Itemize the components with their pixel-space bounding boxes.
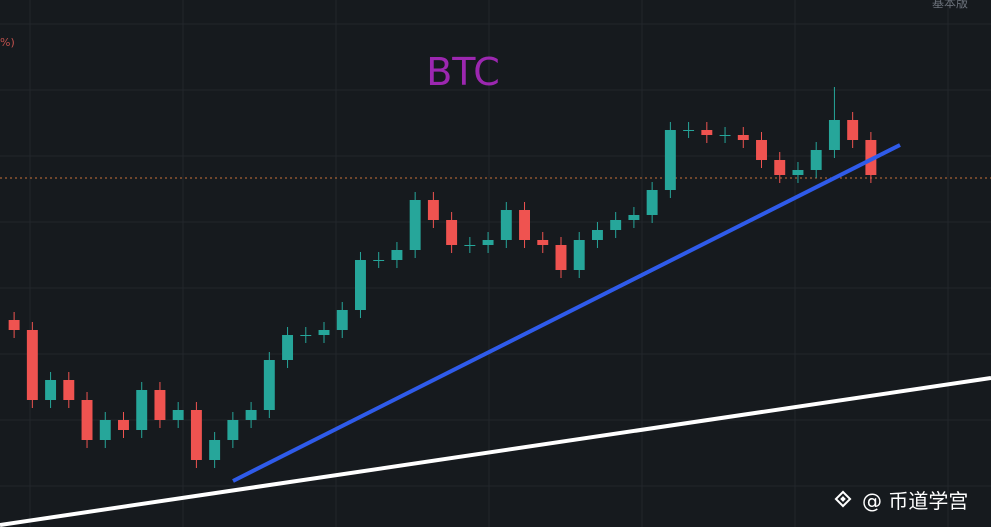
candle-body [482,240,494,245]
candle-body [446,220,458,245]
candle-body [427,200,439,220]
candle-body [263,360,275,410]
candle-body [355,260,366,310]
candle-body [792,170,804,175]
watermark-icon [834,490,852,508]
chart-title: BTC [426,50,500,94]
header-label: 基本版 [932,0,968,10]
candle-body [519,210,530,240]
candle-body [45,380,57,400]
candle-body [537,240,549,245]
candle-body [591,230,603,240]
candle-body [701,130,713,135]
candle-body [209,440,221,460]
candle-body [8,320,20,330]
watermark: @ 币道学宫 [862,489,968,513]
candle-body [336,310,348,330]
candle-body [409,200,421,250]
candle-body [719,135,731,136]
candle-body [26,330,38,400]
candle-body [774,160,786,175]
candle-body [756,140,767,160]
candle-body [810,150,822,170]
candle-body [172,410,184,420]
candle-body [628,215,640,220]
candle-body [318,330,330,335]
candles [8,87,877,468]
candle-body [500,210,512,240]
candle-body [245,410,257,420]
candle-body [847,120,859,140]
candle-body [828,120,840,150]
candle-body [737,135,749,140]
candle-body [373,260,385,261]
candle-body [136,390,148,430]
candle-body [227,420,239,440]
support-line [0,376,991,527]
candle-body [63,380,75,400]
candle-body [464,245,476,246]
candle-body [118,420,129,430]
candle-body [154,390,166,420]
candle-body [646,190,658,215]
candle-body [610,220,622,230]
candle-body [664,130,676,190]
axis-fragment: %) [0,36,15,49]
candle-body [300,335,312,336]
candle-body [683,130,695,131]
candle-body [573,240,585,270]
candle-body [99,420,111,440]
candle-body [391,250,403,260]
trend-line [232,143,901,483]
candle-body [555,245,567,270]
candle-body [81,400,93,440]
candle-body [282,335,294,360]
candle-body [190,410,202,460]
